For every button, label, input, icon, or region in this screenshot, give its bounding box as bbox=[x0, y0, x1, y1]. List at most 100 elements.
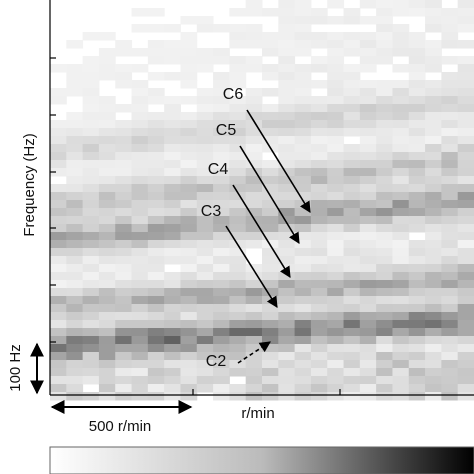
texture-cell bbox=[392, 392, 410, 401]
texture-cell bbox=[213, 344, 230, 353]
texture-cell bbox=[213, 144, 230, 153]
texture-cell bbox=[50, 336, 67, 345]
texture-cell bbox=[213, 376, 230, 385]
texture-cell bbox=[196, 56, 214, 65]
texture-cell bbox=[115, 304, 133, 313]
texture-cell bbox=[457, 336, 474, 345]
texture-cell bbox=[82, 144, 100, 153]
texture-cell bbox=[262, 8, 279, 17]
texture-cell bbox=[196, 184, 214, 193]
texture-cell bbox=[131, 280, 149, 289]
texture-cell bbox=[327, 200, 345, 209]
texture-cell bbox=[376, 16, 393, 25]
texture-cell bbox=[98, 328, 116, 337]
texture-cell bbox=[441, 8, 459, 17]
texture-cell bbox=[98, 216, 116, 225]
texture-cell bbox=[425, 128, 442, 137]
texture-cell bbox=[115, 104, 133, 113]
texture-cell bbox=[115, 216, 133, 225]
texture-cell bbox=[229, 312, 247, 321]
texture-cell bbox=[180, 248, 198, 257]
texture-cell bbox=[196, 320, 214, 329]
texture-cell bbox=[359, 336, 377, 345]
texture-cell bbox=[457, 80, 474, 89]
texture-cell bbox=[408, 312, 426, 321]
texture-cell bbox=[457, 176, 474, 185]
texture-cell bbox=[310, 248, 328, 257]
texture-cell bbox=[278, 136, 296, 145]
texture-cell bbox=[131, 184, 149, 193]
texture-cell bbox=[425, 328, 442, 337]
texture-cell bbox=[229, 160, 247, 169]
texture-cell bbox=[66, 240, 84, 249]
texture-cell bbox=[66, 376, 84, 385]
texture-cell bbox=[392, 112, 410, 121]
texture-cell bbox=[408, 104, 426, 113]
texture-cell bbox=[245, 376, 263, 385]
texture-cell bbox=[425, 336, 442, 345]
texture-cell bbox=[457, 256, 474, 265]
texture-cell bbox=[147, 360, 165, 369]
texture-cell bbox=[196, 360, 214, 369]
texture-cell bbox=[213, 368, 230, 377]
texture-cell bbox=[294, 120, 312, 129]
texture-cell bbox=[278, 192, 296, 201]
texture-cell bbox=[425, 224, 442, 233]
texture-cell bbox=[164, 160, 181, 169]
texture-cell bbox=[359, 344, 377, 353]
texture-cell bbox=[278, 296, 296, 305]
texture-cell bbox=[115, 240, 133, 249]
texture-cell bbox=[294, 272, 312, 281]
texture-cell bbox=[376, 192, 393, 201]
texture-cell bbox=[98, 48, 116, 57]
texture-cell bbox=[66, 256, 84, 265]
texture-cell bbox=[50, 224, 67, 233]
texture-cell bbox=[131, 24, 149, 33]
texture-cell bbox=[66, 248, 84, 257]
texture-cell bbox=[245, 144, 263, 153]
texture-cell bbox=[408, 304, 426, 313]
texture-cell bbox=[98, 152, 116, 161]
texture-cell bbox=[180, 264, 198, 273]
texture-cell bbox=[82, 176, 100, 185]
texture-cell bbox=[327, 80, 345, 89]
texture-cell bbox=[164, 288, 181, 297]
texture-cell bbox=[213, 384, 230, 393]
texture-cell bbox=[50, 232, 67, 241]
texture-cell bbox=[98, 72, 116, 81]
texture-cell bbox=[278, 176, 296, 185]
texture-cell bbox=[229, 72, 247, 81]
texture-cell bbox=[131, 48, 149, 57]
texture-cell bbox=[115, 344, 133, 353]
texture-cell bbox=[392, 160, 410, 169]
texture-cell bbox=[82, 304, 100, 313]
texture-cell bbox=[245, 232, 263, 241]
texture-cell bbox=[441, 272, 459, 281]
texture-cell bbox=[310, 112, 328, 121]
texture-cell bbox=[392, 104, 410, 113]
texture-cell bbox=[147, 248, 165, 257]
texture-cell bbox=[294, 8, 312, 17]
texture-cell bbox=[327, 320, 345, 329]
texture-cell bbox=[310, 376, 328, 385]
texture-cell bbox=[131, 328, 149, 337]
texture-cell bbox=[392, 24, 410, 33]
texture-cell bbox=[278, 376, 296, 385]
annotation: C5 bbox=[216, 122, 237, 139]
texture-cell bbox=[245, 264, 263, 273]
texture-cell bbox=[327, 48, 345, 57]
texture-cell bbox=[164, 56, 181, 65]
texture-cell bbox=[115, 296, 133, 305]
texture-cell bbox=[196, 120, 214, 129]
texture-cell bbox=[359, 264, 377, 273]
texture-cell bbox=[343, 80, 361, 89]
texture-cell bbox=[408, 8, 426, 17]
texture-cell bbox=[359, 32, 377, 41]
texture-cell bbox=[441, 368, 459, 377]
texture-cell bbox=[98, 312, 116, 321]
texture-cell bbox=[425, 264, 442, 273]
texture-cell bbox=[425, 216, 442, 225]
texture-cell bbox=[408, 224, 426, 233]
texture-cell bbox=[310, 320, 328, 329]
texture-cell bbox=[441, 96, 459, 105]
